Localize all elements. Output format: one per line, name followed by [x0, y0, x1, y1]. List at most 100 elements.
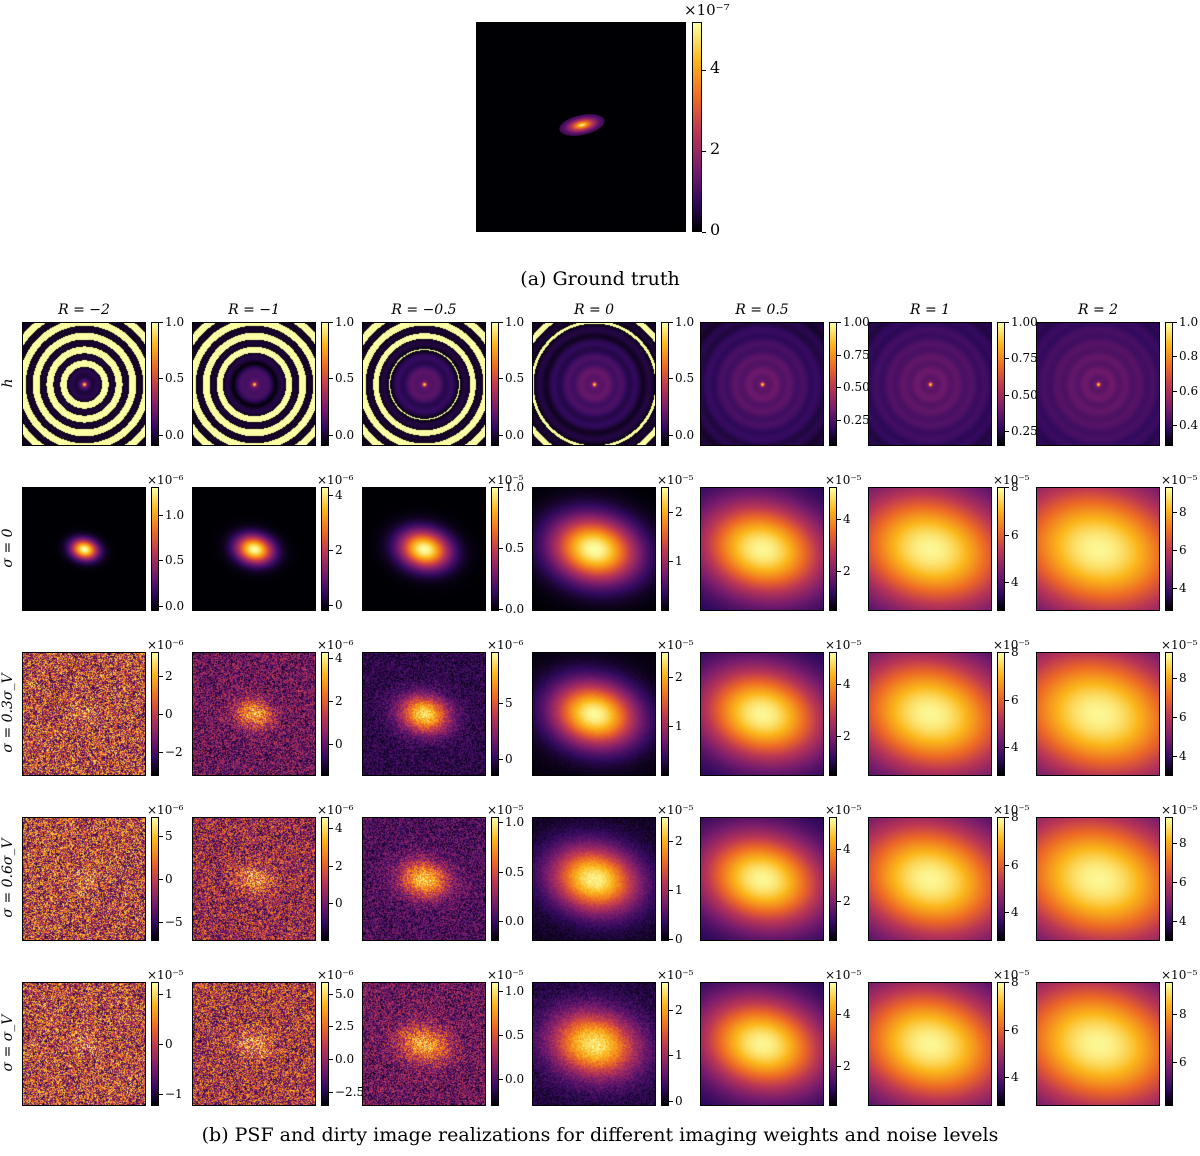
- colorbar-tick: [669, 939, 673, 940]
- colorbar: [321, 322, 329, 446]
- colorbar-tick: [1173, 717, 1177, 718]
- colorbar-tick: [1173, 550, 1177, 551]
- colorbar-tick-label: 4: [710, 58, 721, 77]
- colorbar-tick: [1005, 358, 1009, 359]
- image-canvas: [1037, 653, 1159, 775]
- colorbar-tick-label: 4: [1011, 740, 1019, 754]
- image-panel: [1036, 817, 1160, 941]
- colorbar-tick-label: 4: [1011, 1070, 1019, 1084]
- colorbar-tick-label: 0.0: [335, 1052, 355, 1066]
- image-canvas: [869, 323, 991, 445]
- colorbar-tick-label: 4: [1179, 914, 1187, 928]
- colorbar: [321, 982, 329, 1106]
- colorbar-multiplier: ×10⁻⁵: [1161, 473, 1198, 487]
- colorbar-tick: [159, 922, 163, 923]
- colorbar-tick-label: 4: [843, 677, 851, 691]
- colorbar-tick-label: 2: [843, 564, 851, 578]
- colorbar-tick: [837, 684, 841, 685]
- colorbar-tick-label: 0.0: [505, 602, 525, 616]
- colorbar-tick: [1005, 1077, 1009, 1078]
- colorbar-multiplier: ×10⁻⁵: [487, 803, 524, 817]
- image-panel: [532, 982, 656, 1106]
- colorbar-tick-label: 0.50: [843, 380, 870, 394]
- image-panel: [700, 652, 824, 776]
- image-canvas: [1037, 488, 1159, 610]
- colorbar-tick: [499, 991, 503, 992]
- image-canvas: [533, 653, 655, 775]
- colorbar-tick-label: 6: [1011, 1023, 1019, 1037]
- colorbar-tick: [1005, 535, 1009, 536]
- image-canvas: [193, 323, 315, 445]
- colorbar-tick: [669, 677, 673, 678]
- colorbar-multiplier: ×10⁻⁵: [825, 803, 862, 817]
- colorbar-tick: [1173, 512, 1177, 513]
- colorbar-tick-label: 8: [1179, 505, 1187, 519]
- colorbar-tick: [159, 879, 163, 880]
- colorbar-tick-label: −2: [165, 745, 183, 759]
- colorbar-tick-label: 2: [843, 1059, 851, 1073]
- colorbar-tick-label: 0.8: [1179, 349, 1199, 363]
- colorbar-tick: [1173, 1062, 1177, 1063]
- colorbar-tick: [499, 921, 503, 922]
- colorbar-tick-label: 1: [675, 554, 683, 568]
- colorbar: [151, 487, 159, 611]
- colorbar-tick-label: 8: [1179, 671, 1187, 685]
- colorbar-tick: [1173, 1014, 1177, 1015]
- colorbar: [829, 982, 837, 1106]
- colorbar-tick-label: 2: [675, 1003, 683, 1017]
- colorbar: [661, 652, 669, 776]
- column-title: R = 2: [1077, 302, 1119, 318]
- colorbar: [997, 487, 1005, 611]
- colorbar-tick-label: 0.5: [505, 541, 525, 555]
- colorbar-tick-label: 6: [1011, 693, 1019, 707]
- colorbar-tick-label: 0.0: [505, 1072, 525, 1086]
- colorbar-multiplier: ×10⁻⁵: [657, 473, 694, 487]
- image-panel: [700, 817, 824, 941]
- colorbar: [491, 487, 499, 611]
- colorbar-tick-label: 0.50: [1011, 388, 1038, 402]
- colorbar-tick-label: 6: [1179, 710, 1187, 724]
- colorbar-tick: [1005, 912, 1009, 913]
- colorbar-multiplier: ×10⁻⁵: [1161, 968, 1198, 982]
- colorbar-tick: [159, 378, 163, 379]
- colorbar-multiplier: ×10⁻⁵: [657, 638, 694, 652]
- colorbar-tick-label: 0: [675, 1094, 683, 1108]
- colorbar: [661, 982, 669, 1106]
- colorbar: [491, 817, 499, 941]
- colorbar-tick: [329, 866, 333, 867]
- colorbar-tick-label: −2.5: [335, 1085, 365, 1099]
- colorbar-tick: [329, 744, 333, 745]
- colorbar-tick: [1005, 1030, 1009, 1031]
- colorbar-tick: [837, 571, 841, 572]
- image-canvas: [23, 818, 145, 940]
- colorbar-tick: [1005, 817, 1009, 818]
- image-canvas: [701, 818, 823, 940]
- colorbar: [151, 982, 159, 1106]
- colorbar-tick-label: 8: [1179, 1007, 1187, 1021]
- image-canvas: [23, 653, 145, 775]
- colorbar: [491, 982, 499, 1106]
- colorbar-tick-label: 2: [335, 859, 343, 873]
- image-panel: [532, 817, 656, 941]
- colorbar-tick-label: 1.0: [1179, 315, 1199, 329]
- colorbar-tick: [837, 420, 841, 421]
- colorbar-tick: [1173, 356, 1177, 357]
- image-canvas: [701, 488, 823, 610]
- colorbar-multiplier: ×10⁻⁶: [487, 638, 524, 652]
- colorbar: [997, 652, 1005, 776]
- colorbar-multiplier: ×10⁻⁶: [147, 803, 184, 817]
- colorbar-multiplier: ×10⁻⁶: [317, 803, 354, 817]
- colorbar: [829, 322, 837, 446]
- colorbar-tick-label: 0.5: [335, 371, 355, 385]
- colorbar-tick-label: 2.5: [335, 1019, 355, 1033]
- colorbar-multiplier: ×10⁻⁵: [147, 968, 184, 982]
- colorbar-tick: [1173, 322, 1177, 323]
- colorbar-tick-label: 1.0: [505, 315, 525, 329]
- row-label: σ = 0: [0, 528, 16, 568]
- ground-truth-image: [476, 22, 686, 232]
- image-canvas: [193, 818, 315, 940]
- colorbar-tick: [669, 435, 673, 436]
- ground-truth-source: [557, 110, 607, 140]
- image-canvas: [363, 818, 485, 940]
- colorbar-multiplier: ×10⁻⁵: [993, 968, 1030, 982]
